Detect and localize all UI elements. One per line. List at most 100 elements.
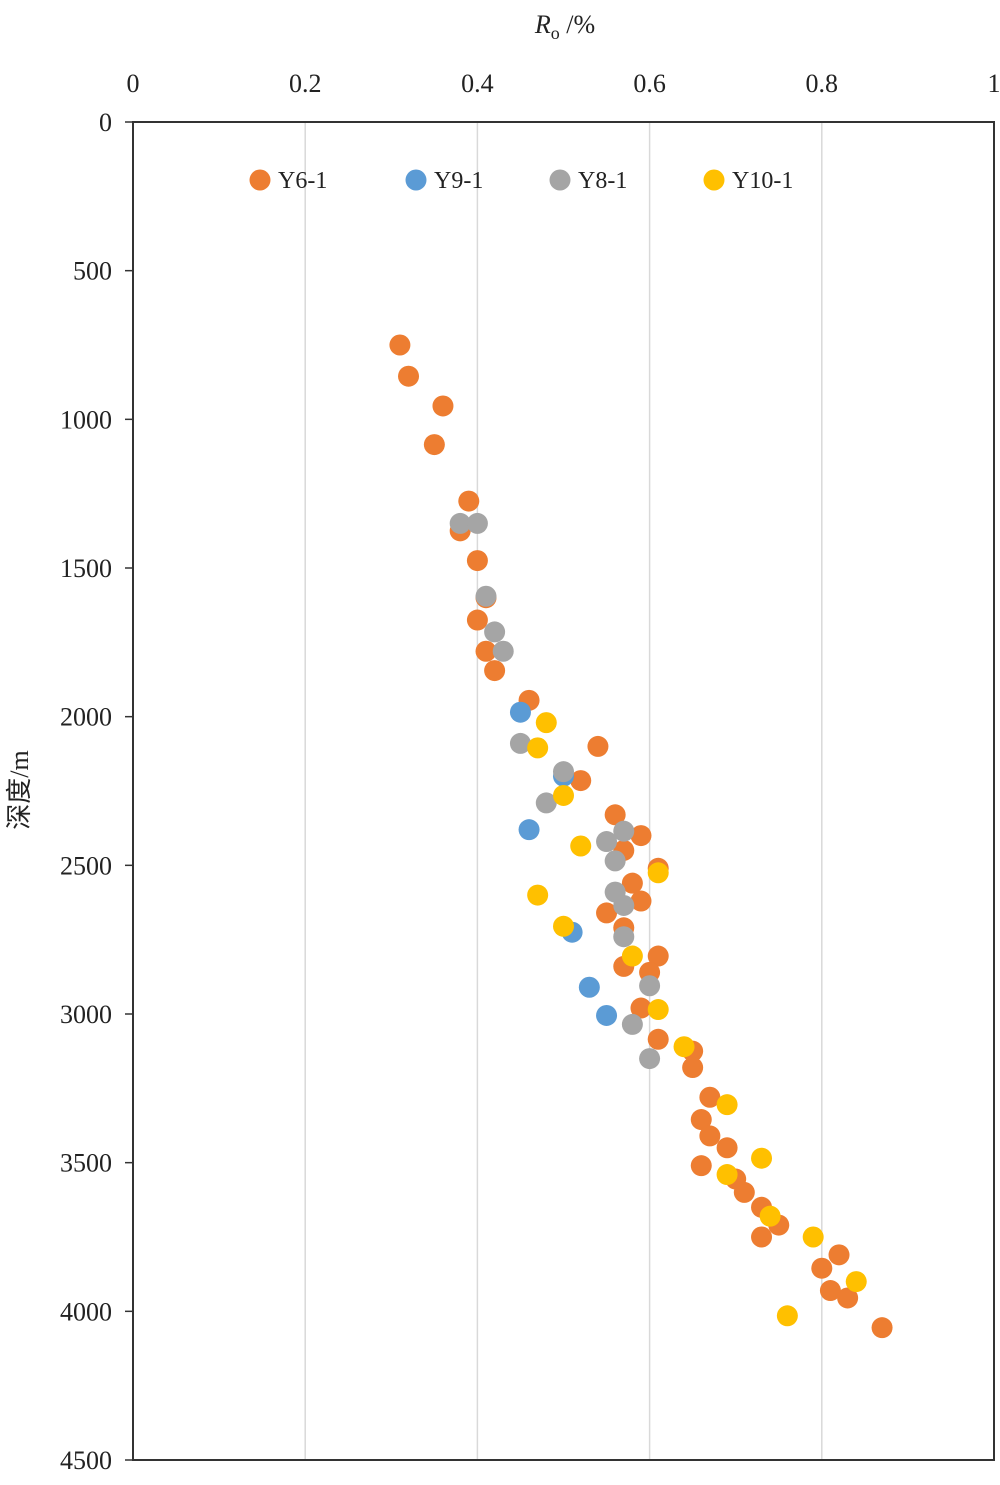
y-axis-title: 深度/m	[5, 750, 34, 829]
data-point-y10-1	[553, 784, 574, 806]
y-tick-label: 2000	[60, 703, 112, 732]
data-point-y9-1	[518, 819, 540, 841]
data-point-y6-1	[871, 1317, 893, 1339]
data-point-y6-1	[690, 1109, 712, 1131]
data-point-y10-1	[716, 1094, 738, 1116]
legend-item-y6-1: Y6-1	[249, 168, 327, 194]
data-point-y6-1	[837, 1287, 859, 1309]
data-point-y10-1	[647, 999, 669, 1021]
legend-marker	[405, 169, 427, 191]
data-point-y8-1	[613, 894, 635, 916]
data-point-y6-1	[699, 1086, 721, 1108]
data-point-y8-1	[613, 926, 635, 948]
data-point-y8-1	[621, 1013, 643, 1035]
y-tick-label: 4500	[60, 1446, 112, 1475]
data-point-y10-1	[647, 862, 669, 884]
data-point-y6-1	[751, 1226, 773, 1248]
plot-area-frame	[132, 121, 995, 1461]
data-point-y10-1	[759, 1205, 781, 1227]
data-point-y6-1	[604, 804, 626, 826]
y-tick-label: 1000	[60, 405, 112, 434]
x-tick-label: 1	[988, 69, 1000, 98]
data-point-y9-1	[509, 701, 531, 723]
y-tick-label: 1500	[60, 554, 112, 583]
legend: Y6-1 Y9-1 Y8-1 Y10-1	[249, 168, 793, 194]
data-point-y10-1	[527, 884, 549, 906]
legend-marker	[249, 169, 271, 191]
data-point-y8-1	[492, 640, 514, 662]
x-tick-label: 0.6	[633, 69, 666, 98]
data-point-y10-1	[527, 737, 549, 759]
data-point-y6-1	[716, 1137, 738, 1159]
x-axis-ticks: 0 0.2 0.4 0.6 0.8 1	[127, 69, 1000, 98]
x-tick-label: 0	[127, 69, 140, 98]
legend-label: Y10-1	[732, 168, 793, 194]
data-point-y8-1	[553, 761, 574, 783]
x-tick-label: 0.2	[289, 69, 322, 98]
y-tick-label: 0	[99, 108, 112, 137]
x-axis-title-main: R	[534, 10, 551, 39]
data-point-y6-1	[828, 1244, 850, 1266]
data-point-y10-1	[553, 915, 574, 937]
legend-item-y10-1: Y10-1	[703, 168, 793, 194]
data-point-y6-1	[733, 1181, 755, 1203]
data-point-y6-1	[458, 490, 480, 512]
y-tick-label: 500	[73, 257, 112, 286]
data-point-y6-1	[398, 365, 420, 387]
data-point-y10-1	[751, 1147, 773, 1169]
data-point-y6-1	[423, 434, 445, 456]
data-point-y6-1	[630, 890, 652, 912]
data-point-y10-1	[716, 1164, 738, 1186]
data-point-y6-1	[699, 1125, 721, 1147]
x-tick-label: 0.4	[461, 69, 494, 98]
data-point-y6-1	[475, 640, 497, 662]
data-point-y6-1	[819, 1280, 841, 1302]
data-point-y8-1	[613, 820, 635, 842]
data-point-y9-1	[596, 1004, 618, 1026]
data-point-y10-1	[535, 712, 557, 734]
x-axis-title-unit: /%	[560, 10, 595, 39]
x-axis-title-subscript: o	[551, 23, 560, 43]
data-point-y6-1	[466, 609, 488, 631]
data-point-y8-1	[475, 585, 497, 607]
legend-item-y9-1: Y9-1	[405, 168, 483, 194]
data-point-y8-1	[639, 975, 661, 997]
legend-label: Y6-1	[278, 168, 327, 194]
data-point-y6-1	[630, 825, 652, 847]
data-point-y6-1	[682, 1057, 704, 1079]
legend-item-y8-1: Y8-1	[549, 168, 627, 194]
y-tick-label: 3500	[60, 1149, 112, 1178]
data-point-y6-1	[596, 902, 618, 924]
y-tick-label: 2500	[60, 851, 112, 880]
data-points	[389, 334, 893, 1339]
data-point-y8-1	[639, 1048, 661, 1070]
data-point-y6-1	[389, 334, 411, 356]
y-tick-label: 4000	[60, 1297, 112, 1326]
y-axis-ticks: 0 500 1000 1500 2000 2500 3000 3500 4000 4500	[60, 108, 133, 1475]
data-point-y8-1	[604, 850, 626, 872]
data-point-y6-1	[570, 770, 592, 792]
data-point-y6-1	[484, 660, 506, 682]
data-point-y8-1	[596, 831, 618, 853]
legend-label: Y8-1	[578, 168, 627, 194]
data-point-y6-1	[630, 997, 652, 1019]
x-axis-title: Ro /%	[534, 10, 595, 43]
data-point-y6-1	[621, 872, 643, 894]
data-point-y10-1	[570, 835, 592, 857]
data-point-y8-1	[509, 732, 531, 754]
y-tick-label: 3000	[60, 1000, 112, 1029]
data-point-y8-1	[484, 621, 506, 643]
data-point-y8-1	[466, 512, 488, 534]
data-point-y8-1	[449, 512, 471, 534]
data-point-y10-1	[845, 1271, 867, 1293]
legend-label: Y9-1	[434, 168, 483, 194]
data-point-y6-1	[432, 395, 454, 417]
data-point-y6-1	[587, 735, 609, 757]
data-point-y6-1	[647, 945, 669, 967]
data-point-y6-1	[811, 1257, 833, 1279]
data-point-y8-1	[535, 792, 557, 814]
data-point-y10-1	[621, 945, 643, 967]
data-point-y9-1	[578, 976, 600, 998]
data-point-y10-1	[776, 1305, 798, 1327]
